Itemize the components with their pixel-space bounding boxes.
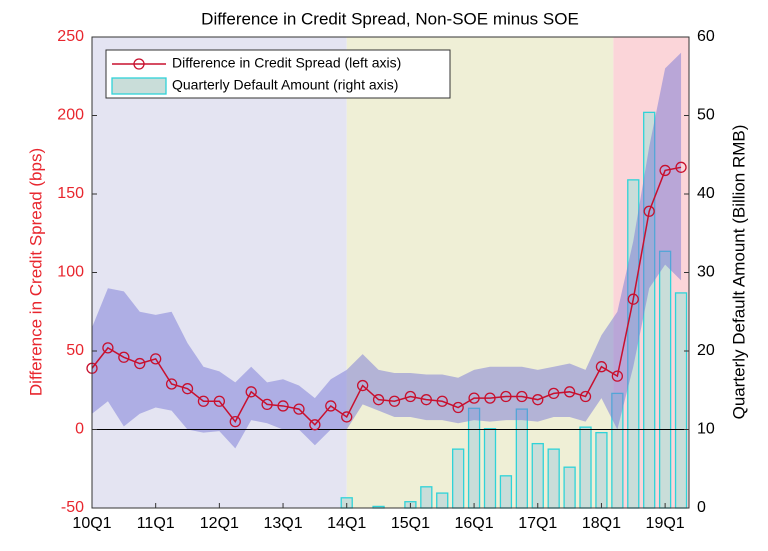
bar bbox=[658, 250, 672, 509]
line-marker bbox=[436, 395, 448, 407]
line-marker bbox=[181, 383, 194, 395]
line-marker bbox=[420, 394, 432, 406]
x-tick-label: 10Q1 bbox=[72, 515, 111, 532]
bar bbox=[467, 407, 481, 509]
y2-tick-label: 10 bbox=[697, 421, 715, 438]
line-marker bbox=[388, 395, 401, 407]
legend-swatch bbox=[111, 77, 167, 95]
bar bbox=[595, 431, 608, 509]
line-marker bbox=[197, 395, 210, 407]
y2-tick-label: 0 bbox=[697, 499, 706, 516]
legend-marker bbox=[133, 58, 145, 70]
line-marker bbox=[150, 353, 162, 365]
line-marker bbox=[325, 400, 337, 412]
y-tick-label: 100 bbox=[57, 264, 84, 281]
chart-title: Difference in Credit Spread, Non-SOE min… bbox=[201, 9, 579, 28]
line-marker bbox=[675, 161, 687, 173]
y2-tick-label: 30 bbox=[697, 264, 715, 281]
line-marker bbox=[356, 379, 369, 392]
x-tick-label: 11Q1 bbox=[137, 515, 175, 532]
y-tick-label: -50 bbox=[61, 499, 84, 516]
y-axis-label: Difference in Credit Spread (bps) bbox=[26, 148, 45, 396]
x-tick-label: 17Q1 bbox=[518, 515, 557, 532]
line-marker bbox=[452, 401, 464, 414]
bar bbox=[499, 475, 513, 509]
legend-label: Quarterly Default Amount (right axis) bbox=[172, 77, 398, 93]
y2-tick-label: 50 bbox=[697, 107, 715, 124]
line bbox=[91, 166, 682, 426]
y-tick-label: 50 bbox=[66, 342, 84, 359]
y2-axis-label: Quarterly Default Amount (Billion RMB) bbox=[729, 125, 748, 420]
line-marker bbox=[404, 390, 417, 403]
bar bbox=[547, 448, 560, 509]
line-marker bbox=[309, 419, 321, 431]
line-marker bbox=[516, 390, 528, 403]
line-marker bbox=[532, 394, 544, 406]
bar bbox=[420, 486, 433, 509]
line-marker bbox=[611, 370, 624, 382]
bar bbox=[531, 442, 544, 509]
x-tick-label: 16Q1 bbox=[455, 515, 494, 532]
y-tick-label: 200 bbox=[57, 107, 84, 124]
x-tick-label: 12Q1 bbox=[200, 515, 239, 532]
legend: Difference in Credit Spread (left axis) Q… bbox=[105, 49, 451, 99]
legend-label: Difference in Credit Spread (left axis) bbox=[172, 55, 401, 71]
bar bbox=[452, 448, 465, 509]
y2-tick-label: 60 bbox=[697, 28, 715, 45]
y-tick-label: 250 bbox=[57, 28, 84, 45]
line-marker bbox=[579, 390, 592, 403]
line-marker bbox=[293, 403, 305, 415]
y2-tick-label: 20 bbox=[697, 342, 715, 359]
line-marker bbox=[213, 395, 226, 407]
line-marker bbox=[500, 390, 512, 403]
y-tick-label: 0 bbox=[75, 421, 84, 438]
bar bbox=[674, 292, 688, 509]
line-marker bbox=[643, 205, 655, 217]
bar bbox=[483, 428, 497, 509]
line-marker bbox=[595, 361, 608, 373]
x-tick-label: 14Q1 bbox=[327, 515, 366, 532]
y-tick-label: 150 bbox=[57, 185, 84, 202]
confidence-band bbox=[92, 52, 682, 449]
x-tick-label: 19Q1 bbox=[646, 515, 685, 532]
line-marker bbox=[165, 378, 178, 390]
line-marker bbox=[627, 293, 639, 305]
line-marker bbox=[102, 342, 114, 354]
bar bbox=[515, 408, 528, 509]
line-marker bbox=[468, 392, 480, 404]
line-marker bbox=[277, 400, 289, 412]
x-tick-label: 13Q1 bbox=[263, 515, 302, 532]
line-marker bbox=[548, 387, 560, 400]
line-marker bbox=[372, 394, 385, 406]
line-marker bbox=[229, 415, 241, 428]
bar bbox=[436, 492, 449, 509]
x-tick-label: 18Q1 bbox=[582, 515, 621, 532]
line-marker bbox=[341, 411, 353, 423]
bar bbox=[563, 466, 576, 509]
y2-tick-label: 40 bbox=[697, 185, 715, 202]
line-marker bbox=[245, 386, 257, 398]
line-marker bbox=[484, 392, 496, 404]
line-marker bbox=[563, 386, 576, 398]
line-marker bbox=[134, 357, 146, 370]
x-tick-label: 15Q1 bbox=[391, 515, 430, 532]
line-marker bbox=[118, 351, 130, 363]
line-marker bbox=[659, 164, 671, 177]
bar bbox=[579, 426, 592, 509]
line-marker bbox=[261, 398, 273, 411]
